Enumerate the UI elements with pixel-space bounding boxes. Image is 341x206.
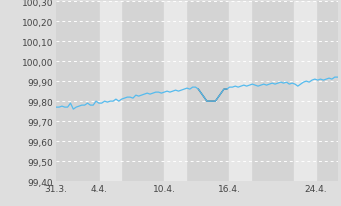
Bar bbox=[294, 2, 316, 181]
Bar bbox=[56, 2, 100, 181]
Bar bbox=[251, 2, 294, 181]
Bar bbox=[164, 2, 186, 181]
Bar bbox=[100, 2, 121, 181]
Bar bbox=[229, 2, 251, 181]
Bar bbox=[186, 2, 229, 181]
Bar bbox=[121, 2, 164, 181]
Bar bbox=[316, 2, 338, 181]
